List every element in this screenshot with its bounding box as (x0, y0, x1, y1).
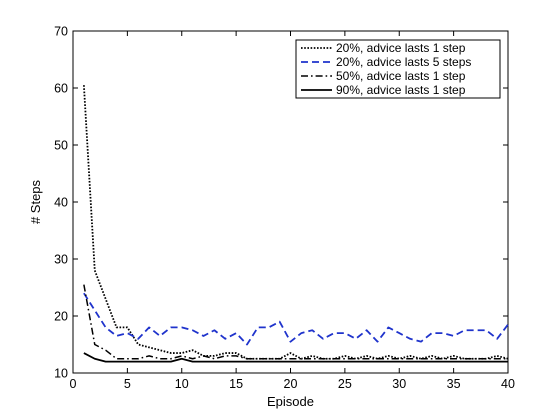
y-tick-label: 50 (54, 139, 68, 153)
legend-label-3: 50%, advice lasts 1 step (336, 69, 466, 83)
y-tick-label: 40 (54, 196, 68, 210)
y-tick-label: 70 (54, 25, 68, 39)
x-tick-label: 40 (501, 377, 515, 391)
legend-label-2: 20%, advice lasts 5 steps (336, 55, 471, 69)
series-line-3 (83, 284, 508, 360)
y-tick-label: 30 (54, 253, 68, 267)
x-axis-label: Episode (267, 394, 314, 409)
y-tick-label: 10 (54, 367, 68, 381)
x-tick-label: 25 (338, 377, 352, 391)
x-tick-label: 30 (392, 377, 406, 391)
x-tick-label: 10 (175, 377, 189, 391)
y-tick-label: 20 (54, 310, 68, 324)
series-line-1 (82, 85, 509, 360)
y-axis-label: # Steps (28, 179, 43, 224)
y-tick-label: 60 (54, 82, 68, 96)
series-layer (82, 85, 509, 363)
tick-layer: 0 5 10 15 20 25 30 35 40 10 20 30 40 50 60 70 (54, 25, 515, 392)
series-line-4 (83, 352, 508, 363)
legend-label-1: 20%, advice lasts 1 step (336, 41, 466, 55)
series-line-2 (83, 292, 509, 346)
x-tick-label: 5 (124, 377, 131, 391)
x-tick-label: 0 (70, 377, 77, 391)
x-tick-label: 15 (229, 377, 243, 391)
legend-label-4: 90%, advice lasts 1 step (336, 83, 466, 97)
legend-box (295, 39, 501, 99)
x-tick-label: 35 (447, 377, 461, 391)
x-tick-label: 20 (284, 377, 298, 391)
